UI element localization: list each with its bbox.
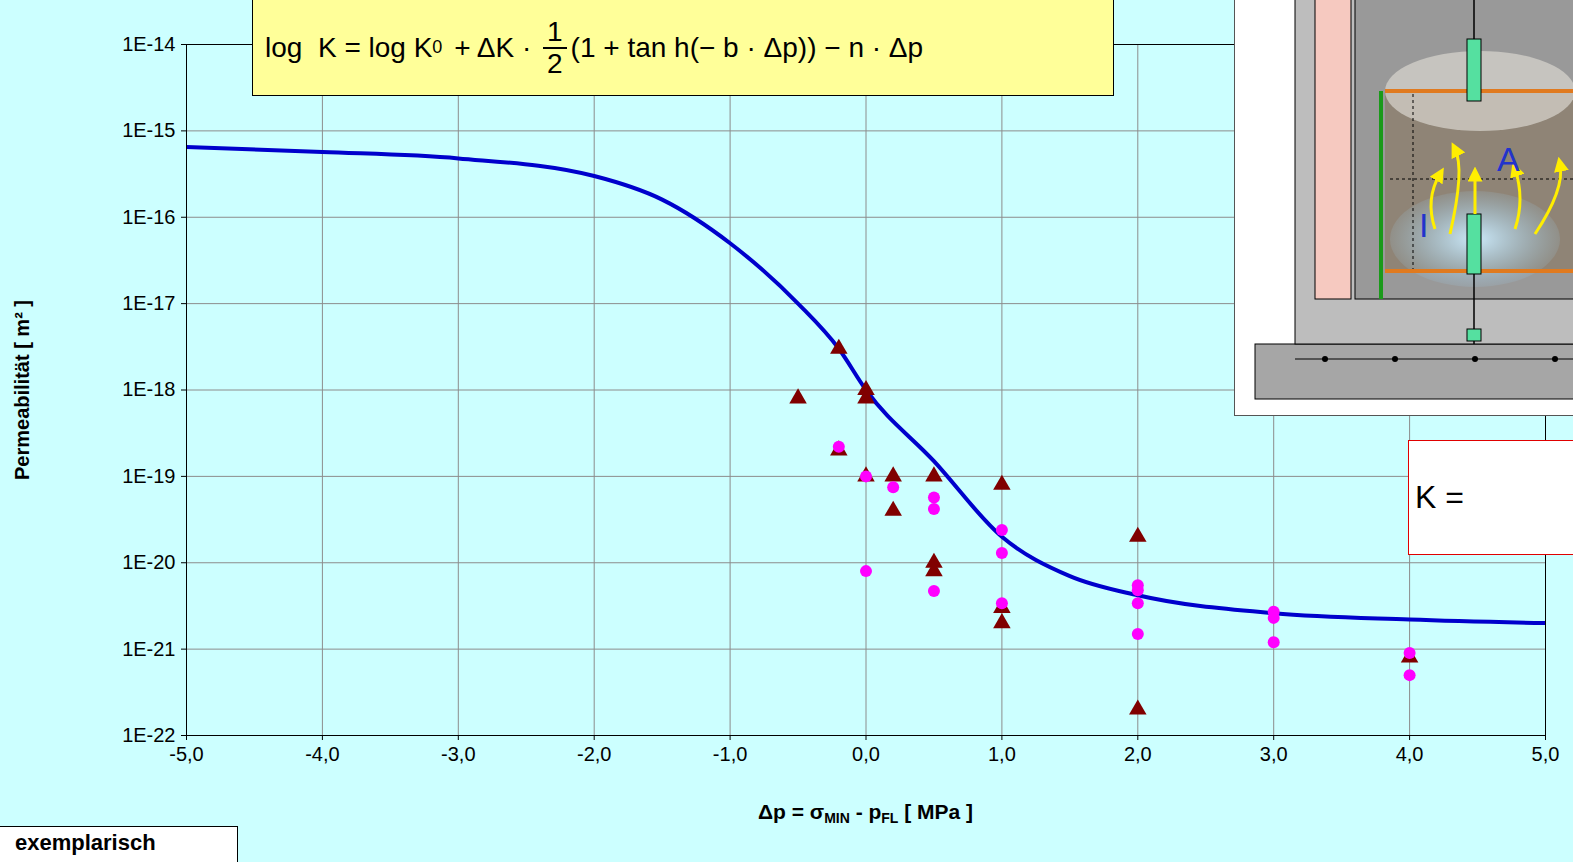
svg-text:-4,0: -4,0 (305, 743, 339, 765)
svg-text:1E-16: 1E-16 (122, 206, 175, 228)
svg-text:1E-14: 1E-14 (122, 33, 175, 55)
svg-text:1E-22: 1E-22 (122, 724, 175, 746)
svg-text:1E-19: 1E-19 (122, 465, 175, 487)
svg-text:-1,0: -1,0 (713, 743, 747, 765)
svg-text:A: A (1497, 140, 1520, 178)
html-text:exemplarisch: exemplarisch (15, 830, 156, 855)
html-text:Δp = σMIN- pFL[ MPa ]: Δp = σMIN- pFL[ MPa ] (757, 800, 974, 826)
svg-text:1E-15: 1E-15 (122, 119, 175, 141)
html-text:2 (1 + tan h(− b · Δp)) − n ·: 2 (1 + tan h(− b · Δp)) − n · Δp (547, 31, 924, 79)
svg-text:I: I (1419, 206, 1428, 244)
svg-text:1E-17: 1E-17 (122, 292, 175, 314)
svg-text:4,0: 4,0 (1396, 743, 1424, 765)
html-text:log K = log K0+ ΔK · 1: log K = log K0+ ΔK · 1 (265, 16, 563, 63)
svg-text:1E-20: 1E-20 (122, 551, 175, 573)
svg-text:-5,0: -5,0 (169, 743, 203, 765)
svg-text:3,0: 3,0 (1260, 743, 1288, 765)
html-text:K =: K = (1415, 479, 1464, 515)
svg-text:5,0: 5,0 (1532, 743, 1560, 765)
svg-text:1,0: 1,0 (988, 743, 1016, 765)
svg-text:0,0: 0,0 (852, 743, 880, 765)
svg-text:-3,0: -3,0 (441, 743, 475, 765)
svg-text:1E-18: 1E-18 (122, 378, 175, 400)
svg-text:1E-21: 1E-21 (122, 638, 175, 660)
html-text:Permeabilität [ m² ]: Permeabilität [ m² ] (10, 299, 33, 480)
svg-text:2,0: 2,0 (1124, 743, 1152, 765)
svg-text:-2,0: -2,0 (577, 743, 611, 765)
